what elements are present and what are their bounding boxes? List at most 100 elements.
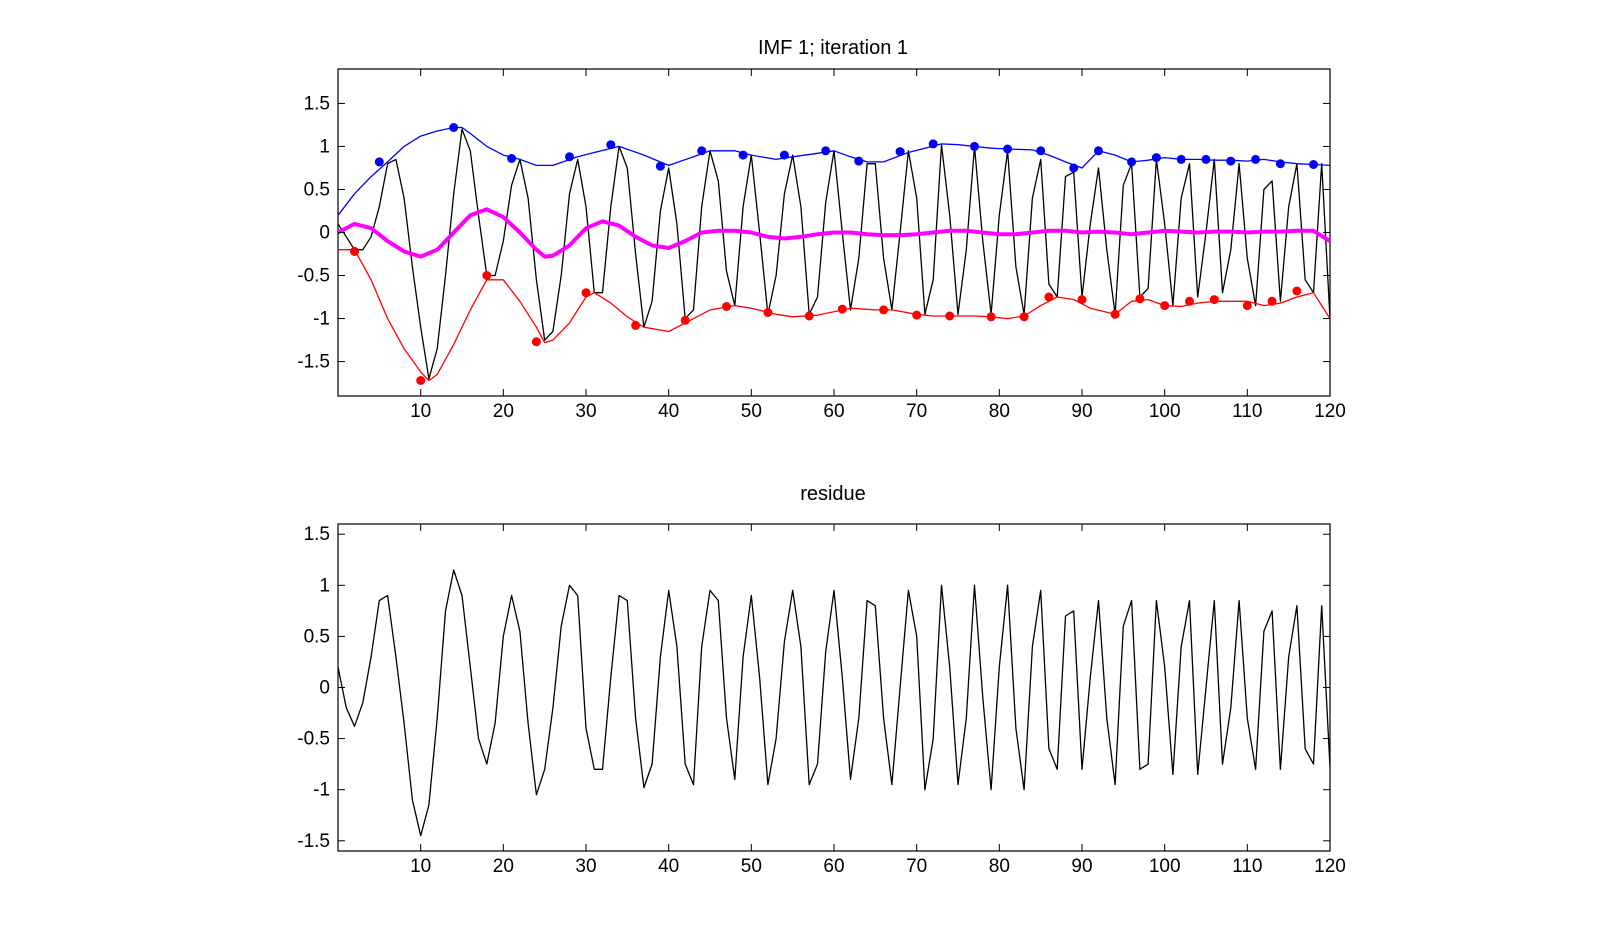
x-tick-label: 10	[410, 401, 431, 422]
y-tick-label: 1.5	[304, 93, 330, 114]
minimum-point	[1044, 292, 1054, 302]
maximum-point	[697, 146, 707, 156]
y-tick-label: -0.5	[297, 729, 330, 750]
maximum-point	[895, 147, 905, 157]
x-tick-label: 120	[1314, 401, 1346, 422]
maximum-point	[1127, 157, 1137, 167]
maximum-point	[507, 154, 517, 163]
series-layer	[338, 126, 1330, 382]
maximum-point	[1151, 153, 1161, 163]
x-tick-label: 60	[823, 856, 844, 877]
maximum-point	[928, 139, 938, 149]
minimum-point	[722, 302, 731, 311]
minimum-point	[1267, 296, 1277, 306]
chart-title: IMF 1; iteration 1	[758, 37, 908, 59]
y-tick-label: -1.5	[297, 831, 330, 852]
y-tick-label: 0.5	[304, 626, 330, 647]
x-tick-label: 80	[989, 856, 1010, 877]
maximum-point	[606, 140, 616, 150]
maximum-point	[449, 123, 459, 132]
minimum-point	[350, 246, 359, 256]
minimum-point	[680, 315, 690, 325]
residue-panel: residue 10 20 30 40 50 60 70 80 90 100 110 1201.510…	[297, 483, 1346, 877]
x-tick-label: 50	[741, 401, 762, 422]
minimum-point	[837, 304, 847, 314]
x-tick-label: 60	[823, 401, 844, 422]
maximum-point	[821, 146, 831, 156]
maximum-point	[374, 157, 384, 167]
maximum-point	[1226, 156, 1236, 166]
minimum-point	[879, 305, 889, 315]
y-tick-label: -1.5	[297, 352, 330, 373]
minimum-point	[804, 311, 814, 321]
x-tick-label: 110	[1232, 856, 1262, 877]
series-line-lower-envelope	[338, 249, 1330, 382]
minimum-point	[763, 308, 773, 317]
minimum-point	[986, 312, 996, 322]
minimum-point	[945, 311, 955, 321]
x-tick-label: 30	[575, 401, 596, 422]
x-tick-label: 40	[658, 856, 679, 877]
minimum-point	[1242, 301, 1252, 311]
minimum-point	[482, 271, 492, 280]
x-tick-label: 20	[493, 856, 514, 877]
maximum-point	[1094, 146, 1103, 156]
maximum-point	[565, 152, 574, 162]
x-tick-label: 20	[493, 401, 514, 422]
x-tick-label: 40	[658, 401, 679, 422]
minimum-point	[1292, 286, 1302, 296]
minimum-point	[1077, 295, 1087, 305]
chart-title: residue	[800, 483, 866, 505]
plot-frame	[337, 523, 1331, 852]
minimum-point	[631, 320, 641, 330]
minimum-point	[1019, 312, 1029, 322]
y-tick-label: 0	[319, 678, 330, 699]
minimum-point	[1185, 296, 1194, 306]
series-line-mean-envelope	[338, 207, 1330, 259]
y-tick-label: -1	[313, 309, 330, 330]
y-tick-label: -1	[313, 780, 330, 801]
maximum-point	[1201, 154, 1211, 164]
series-line-upper-envelope	[338, 126, 1330, 216]
maximum-point	[1275, 159, 1285, 169]
maximum-point	[1309, 160, 1318, 169]
x-tick-label: 100	[1149, 856, 1181, 877]
x-tick-label: 50	[741, 856, 762, 877]
x-tick-label: 30	[575, 856, 596, 877]
series-layer	[338, 569, 1330, 837]
marker-layer	[350, 123, 1318, 385]
series-line-residue	[338, 569, 1330, 837]
minimum-point	[1160, 301, 1170, 311]
tick-layer: 10 20 30 40 50 60 70 80 90 100 110 120 1.5 1 0.5 0 -0.5 -…	[297, 524, 1346, 877]
y-tick-label: 1	[319, 136, 330, 157]
x-tick-label: 10	[410, 856, 431, 877]
tick-layer: 10 20 30 40 50 60 70 80 90 100 110 120 1.5 1 0.5 0 -0.5 -…	[297, 69, 1346, 422]
x-tick-label: 90	[1071, 401, 1092, 422]
minimum-point	[912, 310, 922, 320]
maximum-point	[1036, 146, 1046, 156]
x-tick-label: 100	[1149, 401, 1181, 422]
x-tick-label: 80	[989, 401, 1010, 422]
y-tick-label: 1	[319, 575, 330, 596]
x-tick-label: 70	[906, 856, 927, 877]
x-tick-label: 120	[1314, 856, 1346, 877]
minimum-point	[416, 376, 426, 385]
maximum-point	[970, 141, 979, 151]
minimum-point	[531, 337, 541, 347]
minimum-point	[581, 288, 591, 298]
y-tick-label: 0	[319, 223, 330, 244]
maximum-point	[1003, 144, 1013, 154]
imf-iteration-panel: IMF 1; iteration 1 10 20 30 40 50 60 70 80 90 100…	[297, 37, 1346, 422]
maximum-point	[1176, 154, 1186, 164]
minimum-point	[1135, 294, 1145, 304]
minimum-point	[1209, 295, 1219, 305]
y-tick-label: -0.5	[297, 266, 330, 287]
x-tick-label: 110	[1232, 401, 1262, 422]
maximum-point	[738, 150, 748, 160]
minimum-point	[1110, 309, 1120, 319]
maximum-point	[854, 156, 864, 166]
maximum-point	[655, 161, 665, 171]
y-tick-label: 1.5	[304, 524, 330, 545]
x-tick-label: 70	[906, 401, 927, 422]
